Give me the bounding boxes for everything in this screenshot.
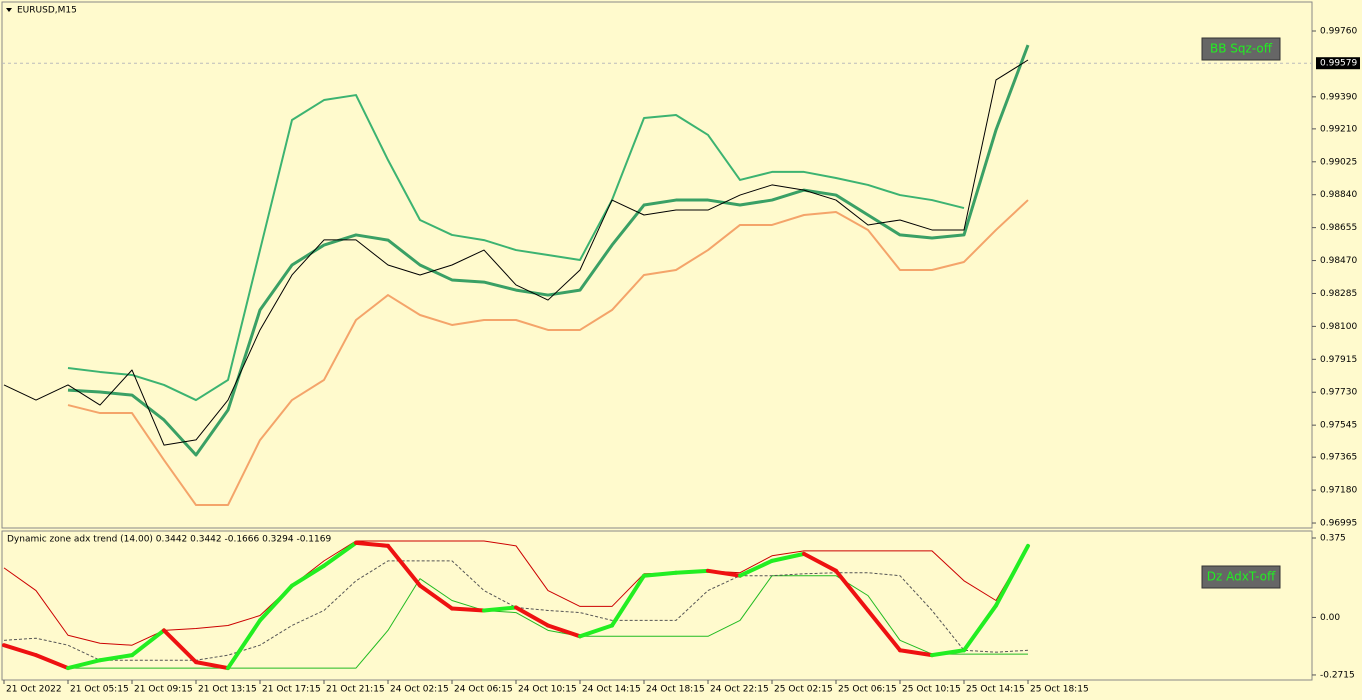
- x-tick-label: 24 Oct 22:15: [710, 685, 769, 695]
- y-tick-label: 0.98285: [1320, 289, 1357, 299]
- x-tick-label: 24 Oct 10:15: [518, 685, 577, 695]
- symbol-title: EURUSD,M15: [17, 6, 77, 16]
- indicator-segment: [194, 660, 230, 671]
- x-tick-label: 24 Oct 06:15: [454, 685, 513, 695]
- y-tick-label: 0.99210: [1320, 124, 1357, 134]
- x-tick-label: 24 Oct 14:15: [582, 685, 641, 695]
- indicator-segment: [162, 628, 198, 665]
- series-line: [3, 540, 1029, 646]
- y-tick-label: 0.98655: [1320, 223, 1357, 233]
- x-tick-label: 21 Oct 05:15: [70, 685, 129, 695]
- y-tick-label: 0.99025: [1320, 157, 1357, 167]
- indicator-segment: [834, 568, 870, 613]
- indicator-panel: [1, 530, 1313, 681]
- x-tick-label: 25 Oct 14:15: [966, 685, 1025, 695]
- x-tick-label: 25 Oct 06:15: [838, 685, 897, 695]
- main-panel: [1, 1, 1313, 529]
- y-tick-label: 0.97730: [1320, 388, 1357, 398]
- y-tick-label: 0.97915: [1320, 355, 1357, 365]
- series-line: [3, 575, 1028, 669]
- x-tick-label: 25 Oct 10:15: [902, 685, 961, 695]
- x-tick-label: 21 Oct 09:15: [134, 685, 193, 695]
- indicator-segment: [322, 540, 358, 568]
- indicator-segment: [66, 658, 102, 671]
- y-tick-label: 0.97365: [1320, 453, 1357, 463]
- indicator-segment: [962, 603, 998, 653]
- y-tick-label: 0.97180: [1320, 486, 1357, 496]
- x-tick-label: 21 Oct 13:15: [198, 685, 257, 695]
- button[interactable]: [1201, 565, 1281, 589]
- series-line: [67, 199, 1029, 507]
- y-tick-label: 0.97545: [1320, 421, 1357, 431]
- button[interactable]: [1201, 37, 1281, 61]
- x-tick-label: 24 Oct 18:15: [646, 685, 705, 695]
- indicator-segment: [770, 551, 806, 563]
- indicator-segment: [386, 543, 422, 588]
- indicator-segment: [226, 618, 262, 671]
- indicator-segment: [994, 543, 1030, 608]
- indicator-segment: [578, 623, 614, 639]
- y-tick-label: 0.99760: [1320, 27, 1357, 37]
- indicator-segment: [706, 568, 742, 578]
- indicator-segment: [258, 583, 294, 623]
- indicator-segment: [2, 643, 38, 658]
- indicator-segment: [802, 551, 838, 573]
- y-tick-label: 0.98840: [1320, 190, 1357, 200]
- y-tick-label: 0.98100: [1320, 322, 1357, 332]
- current-price-label: 0.99579: [1320, 59, 1357, 69]
- x-tick-label: 21 Oct 2022: [6, 685, 62, 695]
- indicator-segment: [866, 608, 902, 653]
- indicator-segment: [546, 623, 582, 639]
- indicator-segment: [34, 653, 70, 671]
- indicator-segment: [930, 648, 966, 658]
- series-line: [67, 44, 1030, 457]
- button-label[interactable]: Dz AdxT-off: [1207, 570, 1276, 584]
- button-label[interactable]: BB Sqz-off: [1210, 42, 1273, 56]
- y-tick-label: 0.98470: [1320, 256, 1357, 266]
- indicator-segment: [514, 605, 550, 628]
- indicator-segment: [450, 606, 486, 613]
- indicator-segment: [418, 583, 454, 611]
- indicator-segment: [642, 570, 678, 578]
- indicator-segment: [482, 605, 518, 613]
- y-tick-label: -0.2715: [1320, 670, 1355, 680]
- indicator-segment: [898, 648, 934, 658]
- indicator-segment: [130, 628, 166, 658]
- y-tick-label: 0.375: [1320, 533, 1346, 543]
- indicator-segment: [354, 540, 390, 548]
- x-tick-label: 25 Oct 18:15: [1030, 685, 1089, 695]
- x-tick-label: 21 Oct 21:15: [326, 685, 385, 695]
- indicator-title: Dynamic zone adx trend (14.00) 0.3442 0.…: [7, 535, 331, 545]
- x-tick-label: 21 Oct 17:15: [262, 685, 321, 695]
- y-tick-label: 0.96995: [1320, 519, 1357, 529]
- indicator-segment: [290, 563, 326, 588]
- y-tick-label: 0.00: [1320, 613, 1340, 623]
- current-price-box: [1316, 57, 1360, 70]
- y-tick-label: 0.99390: [1320, 92, 1357, 102]
- series-line: [67, 94, 965, 402]
- indicator-segment: [610, 573, 646, 628]
- series-line: [3, 59, 1029, 446]
- indicator-segment: [738, 558, 774, 578]
- indicator-segment: [674, 568, 710, 575]
- x-tick-label: 25 Oct 02:15: [774, 685, 833, 695]
- x-tick-label: 24 Oct 02:15: [390, 685, 449, 695]
- indicator-segment: [98, 653, 134, 663]
- menu-triangle: [6, 8, 12, 12]
